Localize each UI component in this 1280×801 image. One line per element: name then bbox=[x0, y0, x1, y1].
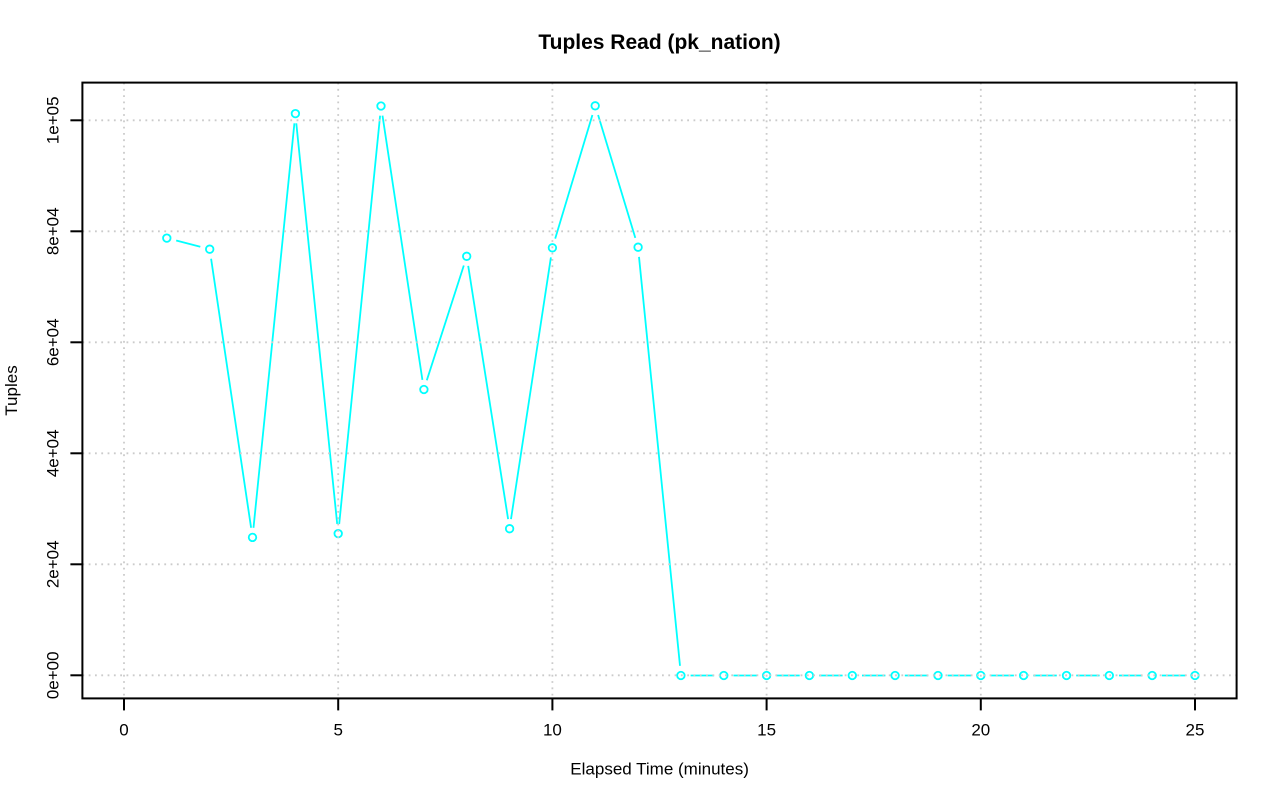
svg-text:5: 5 bbox=[333, 720, 342, 739]
svg-text:25: 25 bbox=[1186, 720, 1205, 739]
svg-text:15: 15 bbox=[757, 720, 776, 739]
svg-text:4e+04: 4e+04 bbox=[43, 429, 62, 477]
svg-text:2e+04: 2e+04 bbox=[43, 540, 62, 588]
svg-text:0e+00: 0e+00 bbox=[43, 651, 62, 699]
svg-text:10: 10 bbox=[543, 720, 562, 739]
svg-text:Tuples Read (pk_nation): Tuples Read (pk_nation) bbox=[538, 31, 780, 54]
svg-text:0: 0 bbox=[119, 720, 128, 739]
svg-text:6e+04: 6e+04 bbox=[43, 318, 62, 366]
svg-text:1e+05: 1e+05 bbox=[43, 96, 62, 144]
svg-text:Tuples: Tuples bbox=[2, 365, 21, 415]
svg-text:20: 20 bbox=[971, 720, 990, 739]
svg-text:8e+04: 8e+04 bbox=[43, 207, 62, 255]
svg-text:Elapsed Time (minutes): Elapsed Time (minutes) bbox=[570, 760, 749, 779]
